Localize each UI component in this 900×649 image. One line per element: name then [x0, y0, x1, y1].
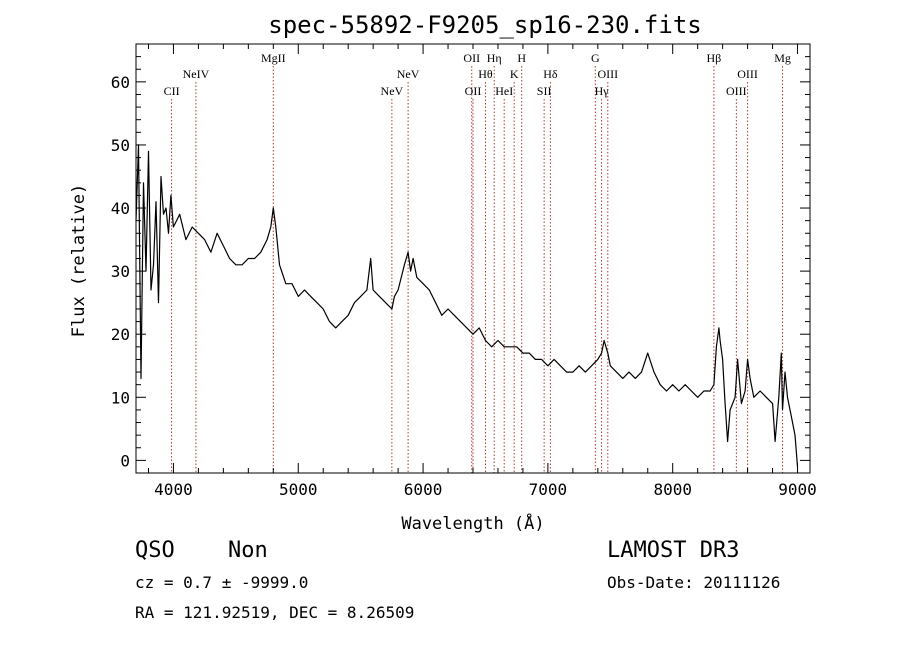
line-label-12: SII: [537, 84, 552, 98]
plot-frame: [135, 43, 811, 474]
y-tick-label-10: 10: [111, 388, 130, 407]
line-label-8: Hη: [487, 51, 502, 65]
line-label-19: OIII: [737, 67, 758, 81]
line-label-7: Hθ: [478, 67, 493, 81]
object-subclass: Non: [228, 538, 268, 563]
line-label-17: Hβ: [707, 51, 722, 65]
line-label-15: Hγ: [595, 84, 610, 98]
object-class: QSO: [135, 538, 175, 563]
line-label-6: OII: [465, 84, 482, 98]
line-label-4: NeV: [397, 67, 420, 81]
chart-title: spec-55892-F9205_sp16-230.fits: [268, 11, 701, 39]
line-label-20: Mg: [774, 51, 791, 65]
line-label-16: OIII: [597, 67, 618, 81]
line-label-0: CII: [164, 84, 180, 98]
line-label-10: K: [510, 67, 519, 81]
line-label-13: Hδ: [543, 67, 558, 81]
coordinates: RA = 121.92519, DEC = 8.26509: [135, 603, 415, 622]
x-tick-label-4000: 4000: [154, 480, 193, 499]
y-axis-label: Flux (relative): [69, 184, 89, 338]
y-tick-label-0: 0: [120, 451, 130, 470]
line-label-1: NeIV: [183, 67, 210, 81]
line-label-2: MgII: [261, 51, 286, 65]
line-label-5: OII: [463, 51, 480, 65]
x-tick-label-6000: 6000: [404, 480, 443, 499]
observation-date: Obs-Date: 20111126: [607, 573, 781, 592]
x-tick-label-7000: 7000: [529, 480, 568, 499]
line-label-11: H: [517, 51, 526, 65]
y-tick-label-50: 50: [111, 136, 130, 155]
x-axis-label: Wavelength (Å): [401, 512, 544, 534]
line-label-3: NeV: [381, 84, 404, 98]
y-tick-label-20: 20: [111, 325, 130, 344]
y-tick-label-40: 40: [111, 199, 130, 218]
line-label-9: HeI: [495, 84, 513, 98]
y-tick-label-30: 30: [111, 262, 130, 281]
x-tick-label-9000: 9000: [778, 480, 817, 499]
line-label-18: OIII: [726, 84, 747, 98]
redshift-line: cz = 0.7 ± -9999.0: [135, 573, 309, 592]
y-tick-label-60: 60: [111, 73, 130, 92]
x-tick-label-5000: 5000: [279, 480, 318, 499]
line-label-14: G: [591, 51, 600, 65]
survey-name: LAMOST DR3: [607, 538, 740, 563]
series-flux: [135, 144, 799, 467]
x-tick-label-8000: 8000: [653, 480, 692, 499]
